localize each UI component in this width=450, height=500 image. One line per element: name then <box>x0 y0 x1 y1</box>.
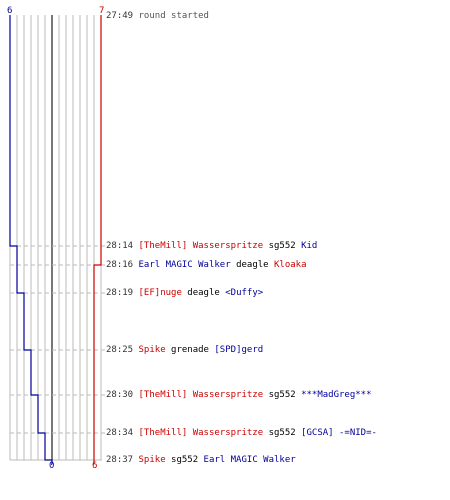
weapon-name: grenade <box>171 345 209 355</box>
killer-name: Earl MAGIC Walker <box>138 260 231 270</box>
victim-name: [GCSA] -=NID=- <box>301 428 377 438</box>
kill-event: 28:30 [TheMill] Wasserspritze sg552 ***M… <box>106 390 372 400</box>
event-time: 28:14 <box>106 241 134 251</box>
weapon-name: sg552 <box>171 455 199 465</box>
kill-event: 28:34 [TheMill] Wasserspritze sg552 [GCS… <box>106 428 377 438</box>
killer-name: [EF]nuge <box>138 288 182 298</box>
victim-name: Earl MAGIC Walker <box>203 455 296 465</box>
event-time: 28:19 <box>106 288 134 298</box>
weapon-name: sg552 <box>268 428 296 438</box>
victim-name: ***MadGreg*** <box>301 390 372 400</box>
kill-event: 28:37 Spike sg552 Earl MAGIC Walker <box>106 455 296 465</box>
killer-name: Spike <box>138 455 166 465</box>
kill-event: 28:25 Spike grenade [SPD]gerd <box>106 345 263 355</box>
event-time: 28:37 <box>106 455 134 465</box>
blue-end-count: 0 <box>49 461 55 471</box>
red-team-count-line <box>93 15 102 464</box>
kill-event: 28:19 [EF]nuge deagle <Duffy> <box>106 288 263 298</box>
killer-name: Spike <box>138 345 166 355</box>
event-time: 28:25 <box>106 345 134 355</box>
victim-name: Kid <box>301 241 318 251</box>
kill-event: 28:14 [TheMill] Wasserspritze sg552 Kid <box>106 241 317 251</box>
killer-name: [TheMill] Wasserspritze <box>138 241 264 251</box>
event-time: 28:16 <box>106 260 134 270</box>
victim-name: Kloaka <box>274 260 307 270</box>
weapon-name: deagle <box>187 288 220 298</box>
blue-team-count-line <box>9 15 53 464</box>
event-text: round started <box>138 11 209 21</box>
blue-start-count: 6 <box>7 6 13 16</box>
killer-name: [TheMill] Wasserspritze <box>138 428 264 438</box>
victim-name: <Duffy> <box>225 288 264 298</box>
event-time: 28:30 <box>106 390 134 400</box>
victim-name: [SPD]gerd <box>214 345 264 355</box>
round-start-event: 27:49 round started <box>106 11 209 21</box>
kill-event: 28:16 Earl MAGIC Walker deagle Kloaka <box>106 260 307 270</box>
killer-name: [TheMill] Wasserspritze <box>138 390 264 400</box>
event-time: 27:49 <box>106 11 134 21</box>
event-time: 28:34 <box>106 428 134 438</box>
weapon-name: sg552 <box>268 241 296 251</box>
weapon-name: deagle <box>236 260 269 270</box>
weapon-name: sg552 <box>268 390 296 400</box>
red-start-count: 7 <box>99 6 105 16</box>
red-end-count: 6 <box>92 461 98 471</box>
